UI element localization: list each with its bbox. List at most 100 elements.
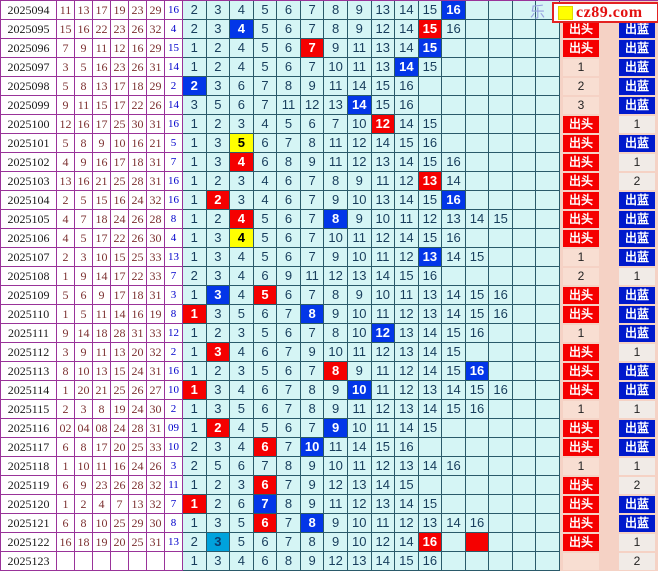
grid-cell: 3	[206, 20, 231, 39]
grid-cell: 10	[347, 533, 372, 552]
blue-ball-cell: 3	[165, 457, 183, 476]
grid-cell: 14	[395, 495, 419, 514]
grid-cell	[442, 495, 466, 514]
summary-section: 出头 出蓝	[560, 191, 658, 210]
grid-cell: 11	[300, 267, 325, 286]
red-ball-cell: 18	[93, 324, 111, 343]
chutou-cell: 1	[563, 458, 599, 475]
grid-cell-highlight: 5	[253, 286, 278, 305]
gap-cell	[599, 59, 619, 76]
red-ball-cell: 14	[75, 324, 93, 343]
grid-cell-highlight: 13	[418, 172, 443, 191]
grid-cell: 7	[300, 419, 325, 438]
grid-cell: 14	[418, 362, 443, 381]
red-ball-cell: 23	[111, 20, 129, 39]
blue-ball-cell: 8	[165, 514, 183, 533]
grid-cell	[489, 96, 513, 115]
red-ball-cell: 13	[129, 495, 147, 514]
blue-number-grid: 1 2 3 4 5 6 7 10 12 14 15	[183, 115, 560, 134]
red-ball-cell: 11	[93, 39, 111, 58]
grid-cell	[489, 324, 513, 343]
red-ball-cell	[57, 552, 75, 571]
grid-cell	[512, 267, 537, 286]
chulan-cell: 出蓝	[619, 382, 655, 399]
chulan-cell: 出蓝	[619, 78, 655, 95]
grid-cell	[489, 172, 513, 191]
red-ball-cell: 17	[111, 267, 129, 286]
red-ball-cell: 22	[93, 20, 111, 39]
grid-cell: 16	[418, 552, 443, 571]
grid-cell	[536, 229, 560, 248]
blue-number-grid: 1 3 4 6 8 9 12 13 14 15 16	[183, 552, 560, 571]
grid-cell: 6	[253, 134, 278, 153]
grid-cell: 11	[371, 362, 396, 381]
grid-cell: 8	[324, 286, 348, 305]
grid-cell: 1	[183, 248, 207, 267]
chulan-cell: 出蓝	[619, 21, 655, 38]
grid-cell-highlight: 4	[230, 229, 254, 248]
grid-cell	[512, 134, 537, 153]
red-ball-cell: 30	[129, 115, 147, 134]
grid-cell: 4	[230, 552, 254, 571]
grid-cell: 15	[442, 343, 466, 362]
red-ball-cell: 28	[147, 210, 165, 229]
grid-cell: 1	[183, 400, 207, 419]
grid-cell: 14	[418, 324, 443, 343]
red-ball-cell: 22	[129, 267, 147, 286]
summary-section: 出头 出蓝	[560, 134, 658, 153]
grid-cell: 15	[395, 476, 419, 495]
blue-number-grid: 2 3 4 6 9 11 12 13 14 15 16	[183, 267, 560, 286]
red-ball-cell: 24	[111, 419, 129, 438]
grid-cell: 6	[277, 229, 301, 248]
grid-cell	[489, 77, 513, 96]
red-ball-cell: 32	[147, 191, 165, 210]
grid-cell: 6	[277, 210, 301, 229]
grid-cell	[442, 476, 466, 495]
period-cell: 2025115	[1, 400, 57, 419]
chutou-cell: 1	[563, 325, 599, 342]
grid-cell: 10	[324, 343, 348, 362]
grid-cell: 11	[347, 457, 372, 476]
red-ball-cell: 1	[57, 267, 75, 286]
grid-cell-highlight: 16	[442, 191, 466, 210]
grid-cell: 13	[371, 1, 396, 20]
red-ball-cell: 11	[93, 305, 111, 324]
grid-cell	[489, 20, 513, 39]
grid-cell: 5	[230, 400, 254, 419]
red-ball-cell: 26	[111, 476, 129, 495]
grid-cell	[512, 362, 537, 381]
red-ball-cell: 25	[111, 514, 129, 533]
grid-cell: 5	[253, 20, 278, 39]
chutou-cell: 2	[563, 78, 599, 95]
grid-cell: 2	[206, 362, 231, 381]
table-row: 2025105 4 7 18 24 26 28 8 1 2 4 5 6 7 8 9 10 11 12 13 14 15 出头…	[1, 210, 658, 229]
grid-cell: 11	[371, 248, 396, 267]
blue-ball-cell: 12	[165, 324, 183, 343]
chulan-cell: 2	[619, 173, 655, 190]
summary-section: 1 出蓝	[560, 58, 658, 77]
grid-cell: 7	[277, 400, 301, 419]
grid-cell: 4	[253, 172, 278, 191]
grid-cell: 13	[371, 495, 396, 514]
red-ball-cell: 4	[57, 153, 75, 172]
grid-cell: 14	[395, 115, 419, 134]
grid-cell	[418, 96, 443, 115]
grid-cell: 1	[183, 324, 207, 343]
red-ball-cell: 25	[129, 248, 147, 267]
grid-cell: 2	[206, 495, 231, 514]
grid-cell: 9	[324, 305, 348, 324]
grid-cell: 6	[230, 495, 254, 514]
grid-cell: 7	[253, 77, 278, 96]
grid-cell-highlight: 13	[418, 248, 443, 267]
blue-ball-cell: 7	[165, 267, 183, 286]
grid-cell: 9	[277, 267, 301, 286]
watermark: 乐 cz89.com	[530, 2, 658, 23]
red-ball-cell: 30	[147, 400, 165, 419]
grid-cell: 15	[465, 381, 490, 400]
grid-cell: 14	[371, 134, 396, 153]
grid-cell: 2	[183, 267, 207, 286]
grid-cell: 16	[418, 267, 443, 286]
grid-cell: 13	[395, 457, 419, 476]
grid-cell: 10	[347, 514, 372, 533]
blue-number-grid: 2 3 4 6 7 10 11 14 15 16	[183, 438, 560, 457]
